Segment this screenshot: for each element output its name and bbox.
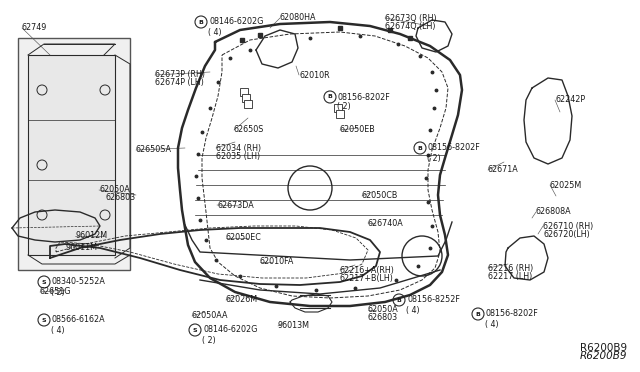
Text: 62217+B(LH): 62217+B(LH) — [340, 273, 394, 282]
Text: 62749: 62749 — [22, 23, 47, 32]
Text: 96012M: 96012M — [75, 231, 107, 241]
Text: 08156-8202F: 08156-8202F — [486, 310, 539, 318]
Text: S: S — [42, 317, 46, 323]
Text: 08156-8202F: 08156-8202F — [338, 93, 391, 102]
Text: S: S — [193, 327, 197, 333]
Text: 08156-8202F: 08156-8202F — [428, 144, 481, 153]
Text: B: B — [198, 19, 204, 25]
Text: 626803: 626803 — [105, 193, 135, 202]
Text: ( 4): ( 4) — [208, 28, 221, 36]
Text: 62674Q (LH): 62674Q (LH) — [385, 22, 435, 31]
Text: 62010R: 62010R — [299, 71, 330, 80]
Text: B: B — [417, 145, 422, 151]
Text: 626720(LH): 626720(LH) — [543, 230, 589, 238]
Text: 62217 (LH): 62217 (LH) — [488, 272, 532, 280]
Text: B: B — [328, 94, 332, 99]
Text: 626808A: 626808A — [536, 208, 572, 217]
Text: R6200B9: R6200B9 — [580, 351, 627, 361]
Text: 08156-8252F: 08156-8252F — [407, 295, 460, 305]
Text: ( 2): ( 2) — [427, 154, 441, 163]
Text: ( 4): ( 4) — [485, 320, 499, 328]
Text: 62242P: 62242P — [555, 96, 585, 105]
Text: 62050EC: 62050EC — [226, 234, 262, 243]
Text: R6200B9: R6200B9 — [580, 343, 627, 353]
Text: 62673Q (RH): 62673Q (RH) — [385, 13, 436, 22]
Text: 626710 (RH): 626710 (RH) — [543, 221, 593, 231]
Bar — [28, 55, 115, 255]
Text: 626803: 626803 — [368, 314, 398, 323]
Text: 62050EB: 62050EB — [340, 125, 376, 135]
Text: 62034 (RH): 62034 (RH) — [216, 144, 261, 153]
Text: ( 2): ( 2) — [337, 103, 351, 112]
Text: 62651G: 62651G — [40, 288, 72, 296]
Bar — [334, 104, 342, 112]
Text: 08146-6202G: 08146-6202G — [203, 326, 257, 334]
Text: 62216+A(RH): 62216+A(RH) — [340, 266, 395, 275]
Text: 62674P (LH): 62674P (LH) — [155, 78, 204, 87]
Text: 62025M: 62025M — [550, 180, 582, 189]
Text: 96011M: 96011M — [66, 244, 98, 253]
Text: 62650SA: 62650SA — [136, 145, 172, 154]
Text: 08566-6162A: 08566-6162A — [52, 315, 106, 324]
Text: 96013M: 96013M — [278, 321, 310, 330]
Text: 62050CB: 62050CB — [362, 192, 398, 201]
Text: 62035 (LH): 62035 (LH) — [216, 151, 260, 160]
Text: ( 2): ( 2) — [51, 288, 65, 296]
Bar — [336, 110, 344, 118]
Text: B: B — [397, 298, 401, 302]
Text: 626740A: 626740A — [368, 218, 404, 228]
Text: 62026M: 62026M — [226, 295, 258, 305]
Text: 08340-5252A: 08340-5252A — [52, 278, 106, 286]
Text: 62671A: 62671A — [488, 166, 519, 174]
Text: ( 4): ( 4) — [51, 326, 65, 334]
Bar — [240, 88, 248, 96]
Text: S: S — [42, 279, 46, 285]
Text: 62050A: 62050A — [368, 305, 399, 314]
Text: 62673P (RH): 62673P (RH) — [155, 71, 205, 80]
Text: 62080HA: 62080HA — [280, 13, 317, 22]
Text: 62650S: 62650S — [234, 125, 264, 135]
Bar — [18, 38, 130, 270]
Text: 62050AA: 62050AA — [192, 311, 228, 321]
Text: 62050A: 62050A — [99, 186, 130, 195]
Text: ( 4): ( 4) — [406, 305, 420, 314]
Bar — [242, 94, 250, 102]
Text: 08146-6202G: 08146-6202G — [209, 17, 264, 26]
Text: 62216 (RH): 62216 (RH) — [488, 263, 533, 273]
Text: 62673DA: 62673DA — [217, 201, 253, 209]
Text: B: B — [476, 311, 481, 317]
Text: 62010FA: 62010FA — [260, 257, 294, 266]
Bar — [244, 100, 252, 108]
Text: ( 2): ( 2) — [202, 336, 216, 344]
